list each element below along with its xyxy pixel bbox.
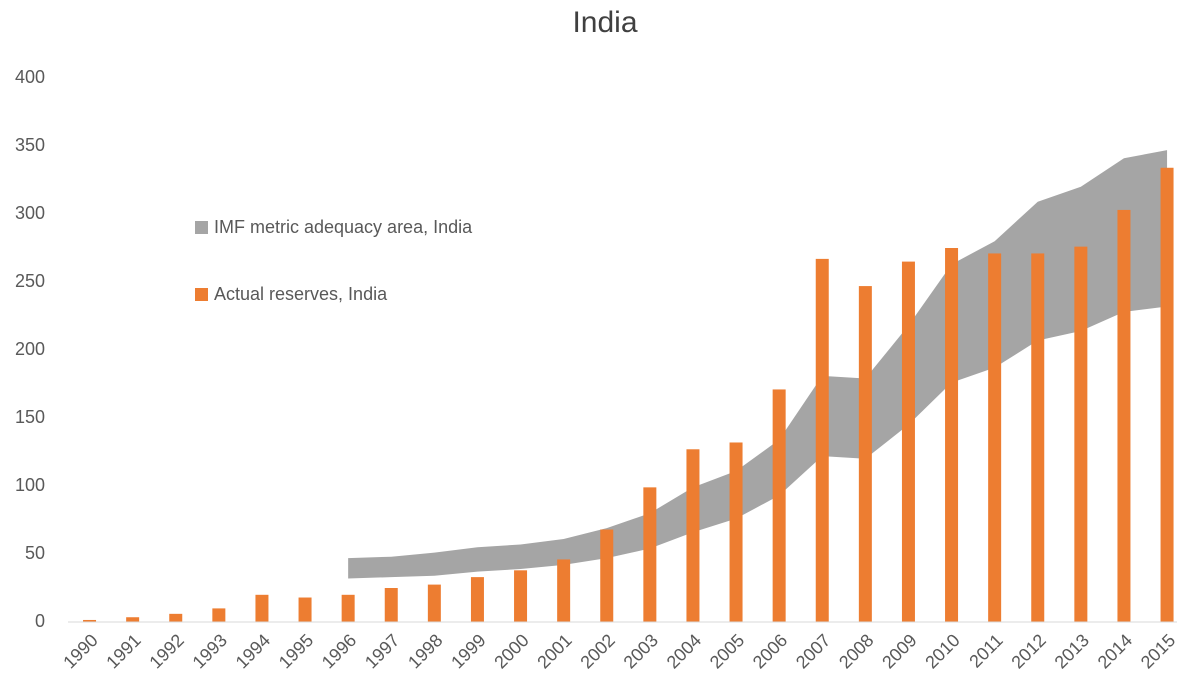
bar: [83, 619, 97, 622]
x-tick-label: 1997: [361, 630, 403, 672]
bar: [686, 449, 700, 622]
x-tick-label: 2001: [533, 630, 575, 672]
x-tick-label: 1996: [318, 630, 360, 672]
bar: [643, 487, 657, 622]
bar: [169, 613, 183, 622]
bar: [1074, 246, 1088, 622]
y-tick-label: 300: [15, 203, 45, 223]
bar: [514, 570, 528, 622]
bar: [1031, 253, 1045, 622]
y-tick-label: 0: [35, 611, 45, 631]
x-tick-label: 2008: [835, 630, 877, 672]
legend-swatch: [195, 221, 208, 234]
y-tick-label: 400: [15, 67, 45, 87]
x-tick-label: 2000: [490, 630, 532, 672]
bar: [945, 248, 959, 622]
y-tick-label: 250: [15, 271, 45, 291]
bar: [1117, 209, 1131, 623]
bar: [427, 584, 441, 622]
chart-title: India: [572, 6, 637, 39]
x-tick-label: 2004: [663, 630, 705, 672]
x-tick-label: 1998: [404, 630, 446, 672]
x-tick-label: 2005: [706, 630, 748, 672]
x-tick-label: 2015: [1137, 630, 1177, 672]
x-tick-label: 1995: [275, 630, 317, 672]
x-tick-label: 2009: [878, 630, 920, 672]
bar: [729, 442, 743, 622]
bar: [255, 594, 269, 622]
bar: [298, 597, 312, 622]
y-tick-label: 200: [15, 339, 45, 359]
y-tick-label: 150: [15, 407, 45, 427]
x-tick-label: 1991: [102, 630, 144, 672]
legend-label: Actual reserves, India: [214, 284, 388, 304]
x-tick-label: 1999: [447, 630, 489, 672]
x-tick-label: 2003: [620, 630, 662, 672]
bar: [384, 588, 398, 622]
x-tick-label: 2014: [1094, 630, 1136, 672]
bar: [901, 261, 915, 622]
x-tick-label: 2006: [749, 630, 791, 672]
x-tick-label: 2002: [576, 630, 618, 672]
bar: [858, 286, 872, 622]
bar: [772, 389, 786, 622]
x-tick-label: 1990: [59, 630, 101, 672]
x-tick-label: 2012: [1007, 630, 1049, 672]
x-tick-label: 1994: [232, 630, 274, 672]
bar: [212, 608, 226, 622]
adequacy-band: [348, 150, 1168, 579]
x-tick-label: 2013: [1051, 630, 1093, 672]
y-tick-label: 100: [15, 475, 45, 495]
bar: [341, 594, 355, 622]
legend-label: IMF metric adequacy area, India: [214, 217, 473, 237]
legend-swatch: [195, 288, 208, 301]
y-tick-label: 350: [15, 135, 45, 155]
bar: [600, 529, 614, 622]
bar: [1160, 167, 1174, 622]
x-tick-label: 2011: [965, 630, 1007, 672]
x-tick-label: 2010: [921, 630, 963, 672]
bar: [988, 253, 1002, 622]
bar: [557, 559, 571, 622]
x-tick-label: 1992: [145, 630, 187, 672]
x-tick-label: 2007: [792, 630, 834, 672]
bar: [815, 258, 829, 622]
x-tick-label: 1993: [189, 630, 231, 672]
y-tick-label: 50: [25, 543, 45, 563]
bar: [126, 617, 140, 622]
bar: [470, 577, 484, 622]
